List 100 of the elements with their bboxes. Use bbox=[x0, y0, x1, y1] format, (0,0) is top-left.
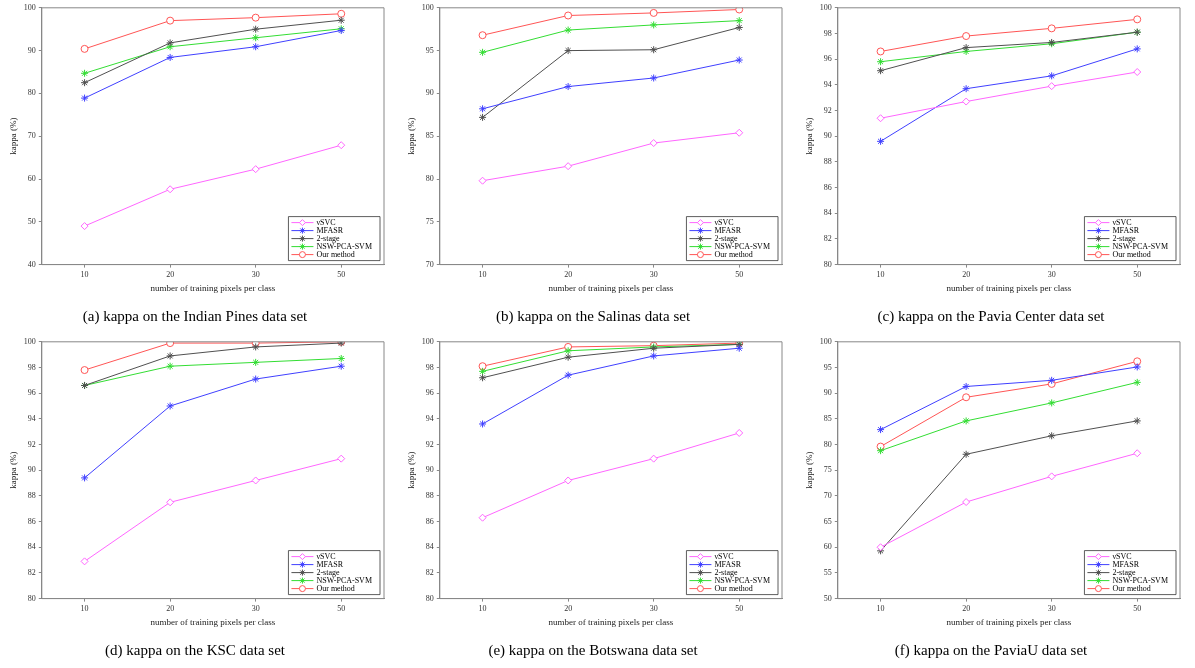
x-axis-title: number of training pixels per class bbox=[548, 616, 674, 627]
legend-label: NSW-PCA-SVM bbox=[1112, 241, 1169, 251]
legend-label: MFASR bbox=[316, 225, 344, 235]
y-tick-label: 70 bbox=[823, 490, 832, 500]
y-tick-label: 88 bbox=[823, 156, 832, 166]
x-tick-label: 50 bbox=[1133, 604, 1142, 614]
y-tick-label: 92 bbox=[425, 439, 434, 449]
y-axis-title: kappa (%) bbox=[803, 117, 814, 155]
y-tick-label: 95 bbox=[425, 45, 434, 55]
y-tick-label: 80 bbox=[425, 593, 434, 603]
y-tick-label: 85 bbox=[823, 413, 832, 423]
y-tick-label: 86 bbox=[27, 516, 36, 526]
x-tick-label: 30 bbox=[251, 270, 260, 280]
x-axis-title: number of training pixels per class bbox=[150, 616, 276, 627]
x-tick-label: 20 bbox=[166, 270, 175, 280]
y-axis-title: kappa (%) bbox=[405, 117, 416, 155]
text: (d) kappa on the KSC data set bbox=[105, 641, 286, 659]
x-tick-label: 10 bbox=[876, 270, 885, 280]
y-tick-label: 96 bbox=[425, 388, 434, 398]
legend-label: 2-stage bbox=[1112, 233, 1136, 243]
y-tick-label: 84 bbox=[425, 542, 434, 552]
y-tick-label: 88 bbox=[27, 490, 36, 500]
y-tick-label: 100 bbox=[23, 336, 36, 346]
y-tick-label: 100 bbox=[819, 336, 832, 346]
x-tick-label: 20 bbox=[962, 270, 971, 280]
x-axis-title: number of training pixels per class bbox=[150, 282, 276, 293]
y-tick-label: 70 bbox=[27, 131, 36, 141]
y-tick-label: 80 bbox=[823, 439, 832, 449]
legend-label: MFASR bbox=[714, 559, 742, 569]
x-tick-label: 20 bbox=[962, 604, 971, 614]
x-tick-label: 30 bbox=[1047, 270, 1056, 280]
legend-label: νSVC bbox=[1112, 217, 1132, 227]
text: (c) kappa on the Pavia Center data set bbox=[877, 307, 1106, 325]
y-tick-label: 60 bbox=[27, 174, 36, 184]
y-tick-label: 80 bbox=[27, 88, 36, 98]
x-tick-label: 10 bbox=[478, 270, 487, 280]
y-tick-label: 80 bbox=[425, 174, 434, 184]
y-tick-label: 40 bbox=[27, 259, 36, 269]
text: (a) kappa on the Indian Pines data set bbox=[82, 307, 309, 325]
x-tick-label: 30 bbox=[1047, 604, 1056, 614]
y-axis-title: kappa (%) bbox=[7, 117, 18, 155]
legend-label: NSW-PCA-SVM bbox=[714, 575, 771, 585]
legend-label: MFASR bbox=[714, 225, 742, 235]
y-tick-label: 98 bbox=[823, 28, 832, 38]
legend-label: Our method bbox=[316, 583, 355, 593]
y-tick-label: 95 bbox=[823, 362, 832, 372]
y-tick-label: 84 bbox=[27, 542, 36, 552]
y-tick-label: 88 bbox=[425, 490, 434, 500]
x-tick-label: 10 bbox=[478, 604, 487, 614]
x-axis-title: number of training pixels per class bbox=[548, 282, 674, 293]
legend-label: NSW-PCA-SVM bbox=[714, 241, 771, 251]
legend-label: 2-stage bbox=[316, 567, 340, 577]
legend-label: Our method bbox=[714, 583, 753, 593]
y-tick-label: 82 bbox=[823, 234, 832, 244]
y-tick-label: 50 bbox=[823, 593, 832, 603]
x-axis-title: number of training pixels per class bbox=[946, 616, 1072, 627]
y-tick-label: 100 bbox=[421, 2, 434, 12]
x-tick-label: 10 bbox=[876, 604, 885, 614]
legend-label: Our method bbox=[1112, 583, 1151, 593]
legend-label: MFASR bbox=[1112, 225, 1140, 235]
legend-label: Our method bbox=[714, 249, 753, 259]
y-tick-label: 90 bbox=[823, 131, 832, 141]
y-tick-label: 98 bbox=[425, 362, 434, 372]
y-tick-label: 100 bbox=[421, 336, 434, 346]
y-tick-label: 65 bbox=[823, 516, 832, 526]
x-tick-label: 10 bbox=[80, 270, 89, 280]
legend-label: NSW-PCA-SVM bbox=[1112, 575, 1169, 585]
x-axis-title: number of training pixels per class bbox=[946, 282, 1072, 293]
legend-label: 2-stage bbox=[714, 233, 738, 243]
y-tick-label: 85 bbox=[425, 131, 434, 141]
legend-label: νSVC bbox=[714, 551, 734, 561]
legend-label: Our method bbox=[1112, 249, 1151, 259]
legend-label: 2-stage bbox=[714, 567, 738, 577]
y-tick-label: 90 bbox=[27, 465, 36, 475]
y-tick-label: 90 bbox=[425, 88, 434, 98]
y-tick-label: 75 bbox=[425, 216, 434, 226]
legend-label: 2-stage bbox=[1112, 567, 1136, 577]
y-tick-label: 100 bbox=[23, 2, 36, 12]
x-tick-label: 30 bbox=[251, 604, 260, 614]
text: (b) kappa on the Salinas data set bbox=[495, 307, 691, 325]
y-tick-label: 92 bbox=[27, 439, 36, 449]
y-tick-label: 96 bbox=[823, 54, 832, 64]
y-tick-label: 55 bbox=[823, 568, 832, 578]
y-tick-label: 82 bbox=[27, 568, 36, 578]
legend-label: νSVC bbox=[714, 217, 734, 227]
y-tick-label: 94 bbox=[823, 79, 832, 89]
legend-label: νSVC bbox=[1112, 551, 1132, 561]
x-tick-label: 50 bbox=[337, 604, 346, 614]
y-tick-label: 92 bbox=[823, 105, 832, 115]
text: (e) kappa on the Botswana data set bbox=[488, 641, 699, 659]
x-tick-label: 10 bbox=[80, 604, 89, 614]
y-tick-label: 86 bbox=[823, 182, 832, 192]
x-tick-label: 20 bbox=[166, 604, 175, 614]
legend-label: MFASR bbox=[316, 559, 344, 569]
y-axis-title: kappa (%) bbox=[803, 451, 814, 489]
y-tick-label: 90 bbox=[425, 465, 434, 475]
x-tick-label: 30 bbox=[649, 604, 658, 614]
x-tick-label: 20 bbox=[564, 270, 573, 280]
y-tick-label: 94 bbox=[27, 413, 36, 423]
y-tick-label: 75 bbox=[823, 465, 832, 475]
